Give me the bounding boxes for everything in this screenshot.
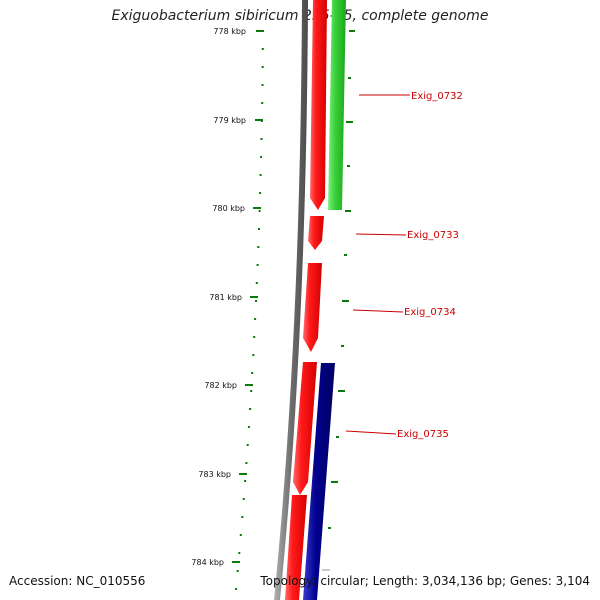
scale-ticks: 778 kbp 779 kbp 780 kbp 781 kbp 782 kbp …	[191, 27, 264, 567]
minor-tick	[261, 66, 264, 68]
minor-tick	[246, 444, 249, 446]
scale-label-783: 783 kbp	[198, 470, 231, 479]
gene-reverse-blue	[303, 363, 335, 600]
minor-tick	[258, 228, 260, 230]
scale-label-784: 784 kbp	[191, 558, 224, 567]
tick-mark	[245, 384, 253, 386]
callout-line	[345, 430, 397, 435]
minor-tick	[245, 462, 248, 464]
minor-tick	[247, 426, 250, 428]
scale-label-778: 778 kbp	[213, 27, 246, 36]
minor-tick	[254, 318, 257, 320]
reverse-genes	[303, 0, 346, 600]
minor-tick	[239, 534, 242, 536]
accession-text: Accession: NC_010556	[9, 574, 146, 588]
gene-exig-0732	[310, 0, 327, 210]
callout-line	[352, 309, 404, 313]
gene-exig-0733	[308, 216, 324, 250]
scale-label-782: 782 kbp	[204, 381, 237, 390]
genome-backbone	[274, 0, 308, 600]
minor-tick	[256, 264, 259, 266]
minor-tick	[238, 552, 241, 554]
forward-genes	[285, 0, 327, 600]
gene-label-exig-0732: Exig_0732	[411, 91, 463, 102]
minor-tick	[261, 48, 264, 50]
minor-ticks	[235, 48, 264, 590]
tick-mark	[255, 119, 263, 121]
gene-label-exig-0733: Exig_0733	[407, 230, 459, 241]
minor-tick	[260, 138, 263, 140]
tick-mark	[232, 561, 240, 563]
minor-tick	[259, 192, 262, 194]
gene-callouts: Exig_0732 Exig_0733 Exig_0734 Exig_0735	[345, 91, 463, 440]
minor-tick	[257, 246, 260, 248]
minor-tick	[241, 516, 244, 518]
topology-text: Topology: circular; Length: 3,034,136 bp…	[260, 574, 590, 588]
gene-label-exig-0735: Exig_0735	[397, 429, 449, 440]
tick-mark	[253, 207, 261, 209]
gene-next-forward	[285, 495, 307, 600]
minor-tick	[235, 588, 238, 590]
minor-tick	[252, 354, 255, 356]
map-title: Exiguobacterium sibiricum 255-15, comple…	[111, 8, 489, 24]
minor-tick	[260, 156, 263, 158]
gene-exig-0735	[293, 362, 317, 495]
minor-tick	[250, 390, 253, 392]
minor-tick	[251, 372, 254, 374]
minor-tick	[236, 570, 239, 572]
minor-tick	[255, 300, 257, 302]
gene-label-exig-0734: Exig_0734	[404, 307, 456, 318]
scale-label-779: 779 kbp	[213, 116, 246, 125]
minor-tick	[242, 498, 245, 500]
callout-line	[355, 233, 407, 236]
outer-ticks	[328, 30, 355, 529]
gene-reverse-green	[328, 0, 346, 210]
tick-mark	[250, 296, 258, 298]
tick-mark	[256, 30, 264, 32]
gene-exig-0734	[303, 263, 322, 352]
blue-gene-end-marker	[322, 569, 330, 571]
minor-tick	[261, 102, 264, 104]
minor-tick	[249, 408, 252, 410]
minor-tick	[261, 84, 264, 86]
scale-label-780: 780 kbp	[212, 204, 245, 213]
tick-mark	[239, 473, 247, 475]
minor-tick	[259, 174, 262, 176]
minor-tick	[258, 210, 261, 212]
minor-tick	[255, 282, 258, 284]
minor-tick	[244, 480, 247, 482]
minor-tick	[253, 336, 256, 338]
scale-label-781: 781 kbp	[209, 293, 242, 302]
